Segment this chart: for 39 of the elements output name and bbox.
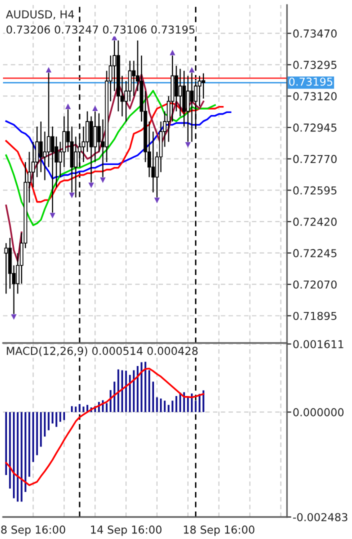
y-tick-label: 0.72945	[293, 124, 336, 132]
y-tick-label: -0.002483	[293, 513, 348, 522]
candlestick	[4, 242, 8, 294]
candlestick	[74, 136, 78, 198]
point	[69, 192, 75, 198]
line-series	[5, 111, 232, 180]
x-tick-label: 18 Sep 16:00	[184, 526, 254, 536]
x-tick-label: 14 Sep 16:00	[91, 526, 162, 536]
chart-title: AUDUSD, H4	[6, 10, 74, 20]
y-tick-label: 0.71895	[293, 312, 336, 320]
point	[170, 50, 176, 56]
y-tick-label: 0.73120	[293, 92, 337, 100]
point	[88, 182, 94, 188]
point	[11, 314, 17, 320]
point	[50, 212, 56, 218]
y-tick-label: 0.72070	[293, 280, 337, 289]
y-tick-label: 0.001611	[293, 340, 344, 348]
point	[92, 106, 98, 112]
y-tick-label: 0.73470	[293, 29, 337, 38]
point	[46, 66, 52, 73]
point	[100, 177, 106, 183]
text: 0.73206 0.73247 0.73106 0.73195	[6, 25, 194, 34]
candlestick	[202, 72, 206, 100]
candlestick	[97, 112, 101, 152]
line-series	[5, 368, 204, 486]
y-tick-label: 0.72595	[293, 186, 336, 194]
y-tick-label: 0.73295	[293, 60, 336, 69]
y-tick-label: 0.72770	[293, 154, 337, 164]
point	[185, 142, 191, 148]
y-tick-label: 0.72420	[293, 218, 337, 226]
candlestick	[178, 68, 182, 117]
ref-line-label: 0.73195	[289, 78, 332, 86]
point	[65, 104, 71, 110]
chart-title: MACD(12,26,9) 0.000514 0.000428	[6, 346, 198, 356]
line-series	[5, 90, 216, 226]
y-tick-label: 0.000000	[293, 408, 344, 416]
x-tick-label: 8 Sep 16:00	[1, 526, 66, 536]
y-tick-label: 0.72245	[293, 249, 336, 258]
point	[189, 66, 195, 73]
